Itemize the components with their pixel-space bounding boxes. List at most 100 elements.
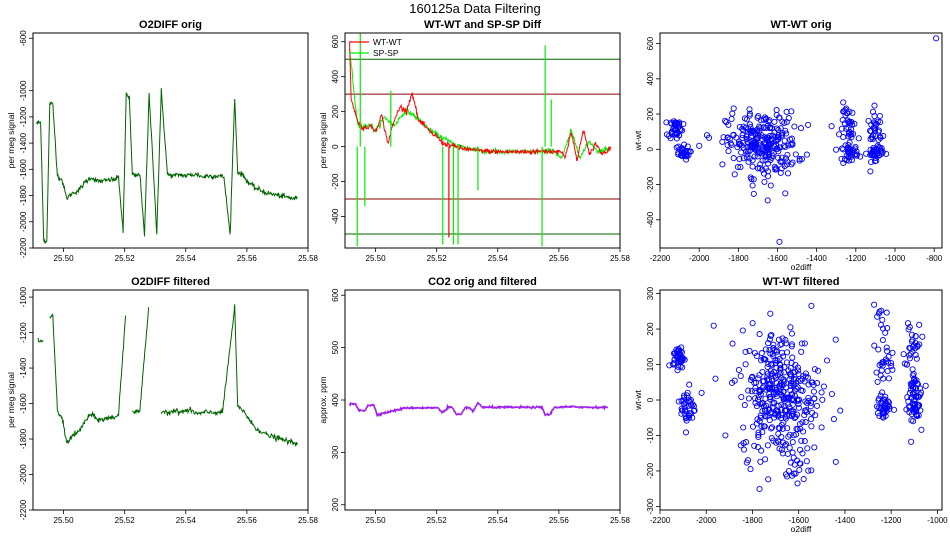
scatter-point	[890, 406, 898, 413]
scatter-point	[783, 473, 791, 480]
scatter-point	[744, 128, 751, 135]
scatter-point	[913, 406, 920, 413]
scatter-point	[871, 158, 879, 165]
figure-title: 160125a Data Filtering	[409, 1, 541, 16]
scatter-point	[840, 134, 847, 141]
scatter-point	[786, 404, 793, 411]
scatter-point	[770, 437, 777, 444]
scatter-point	[745, 387, 752, 394]
scatter-point	[853, 151, 860, 158]
scatter-point	[737, 442, 744, 449]
scatter-point	[768, 425, 775, 432]
plot-frame	[32, 289, 309, 511]
scatter-point	[738, 149, 745, 156]
scatter-point	[752, 399, 759, 407]
x-tick-label: 25.58	[298, 254, 319, 263]
y-axis-label: approx. ppm	[318, 376, 328, 423]
scatter-point	[788, 108, 795, 115]
scatter-point	[771, 414, 778, 421]
scatter-point	[682, 429, 690, 436]
scatter-point	[762, 346, 769, 353]
scatter-point	[689, 414, 696, 421]
scatter-point	[752, 395, 759, 402]
scatter-point	[811, 395, 818, 402]
scatter-point	[759, 400, 766, 407]
scatter-point	[671, 121, 678, 128]
scatter-point	[874, 313, 881, 320]
scatter-point	[757, 458, 764, 465]
x-tick-label: 25.56	[549, 516, 570, 525]
x-tick-label: 25.54	[176, 516, 197, 525]
scatter-point	[785, 467, 792, 475]
scatter-point	[687, 401, 694, 408]
scatter-point	[663, 119, 670, 126]
scatter-point	[879, 337, 886, 344]
scatter-point	[758, 132, 765, 139]
scatter-point	[818, 389, 825, 396]
x-tick-label: 25.54	[176, 254, 197, 263]
scatter-point	[793, 385, 800, 392]
scatter-point	[677, 348, 684, 355]
scatter-point	[730, 155, 737, 162]
scatter-point	[775, 154, 782, 161]
scatter-point	[710, 322, 717, 329]
scatter-point	[756, 485, 763, 493]
y-tick-label: -400	[331, 208, 340, 225]
scatter-point	[788, 341, 795, 348]
scatter-point	[848, 130, 855, 137]
scatter-point	[770, 388, 777, 396]
scatter-point	[683, 392, 690, 399]
scatter-point	[767, 350, 774, 357]
scatter-point	[871, 125, 878, 132]
y-tick-label: -200	[646, 176, 655, 193]
scatter-point	[904, 320, 912, 327]
scatter-point	[728, 115, 735, 123]
scatter-point	[762, 406, 769, 413]
scatter-point	[879, 316, 886, 323]
legend-label: SP-SP	[373, 48, 399, 58]
scatter-point	[803, 458, 810, 465]
scatter-point	[792, 368, 799, 375]
scatter-point	[802, 373, 809, 380]
scatter-point	[778, 349, 786, 356]
scatter-point	[882, 400, 889, 407]
scatter-point	[783, 340, 790, 347]
scatter-point	[912, 345, 919, 352]
scatter-point	[779, 425, 786, 432]
scatter-point	[771, 368, 778, 376]
panel-o2diff_filtered: O2DIFF filtered 25.50 25.52 25.54 25.56 25.58…	[6, 276, 319, 525]
scatter-point	[730, 105, 737, 112]
x-tick-label: -1000	[927, 516, 948, 525]
scatter-point	[872, 154, 879, 161]
scatter-point	[871, 301, 878, 308]
scatter-point	[681, 407, 688, 414]
scatter-point	[751, 442, 758, 449]
scatter-point	[785, 433, 792, 440]
x-axis-label: o2diff	[791, 524, 812, 534]
scatter-point	[865, 117, 872, 124]
scatter-point	[845, 142, 852, 149]
scatter-point	[918, 426, 925, 433]
scatter-point	[772, 133, 779, 140]
scatter-point	[749, 157, 756, 164]
y-tick-label: 400	[331, 69, 340, 83]
series-line-o2diff	[36, 88, 298, 245]
scatter-point	[728, 141, 735, 148]
y-axis-label: per meg signal	[6, 372, 16, 428]
scatter-point	[832, 336, 839, 343]
scatter-point	[911, 376, 918, 383]
scatter-point	[794, 480, 801, 487]
scatter-point	[792, 361, 799, 368]
scatter-point	[875, 346, 882, 353]
scatter-point	[879, 362, 886, 369]
scatter-point	[764, 173, 772, 180]
y-tick-label: -1000	[19, 80, 28, 101]
scatter-point	[870, 119, 877, 126]
scatter-point	[787, 371, 794, 378]
scatter-point	[784, 170, 792, 177]
scatter-point	[790, 408, 797, 415]
scatter-point	[749, 163, 756, 170]
x-tick-label: -1200	[881, 516, 902, 525]
scatter-point	[766, 346, 773, 354]
